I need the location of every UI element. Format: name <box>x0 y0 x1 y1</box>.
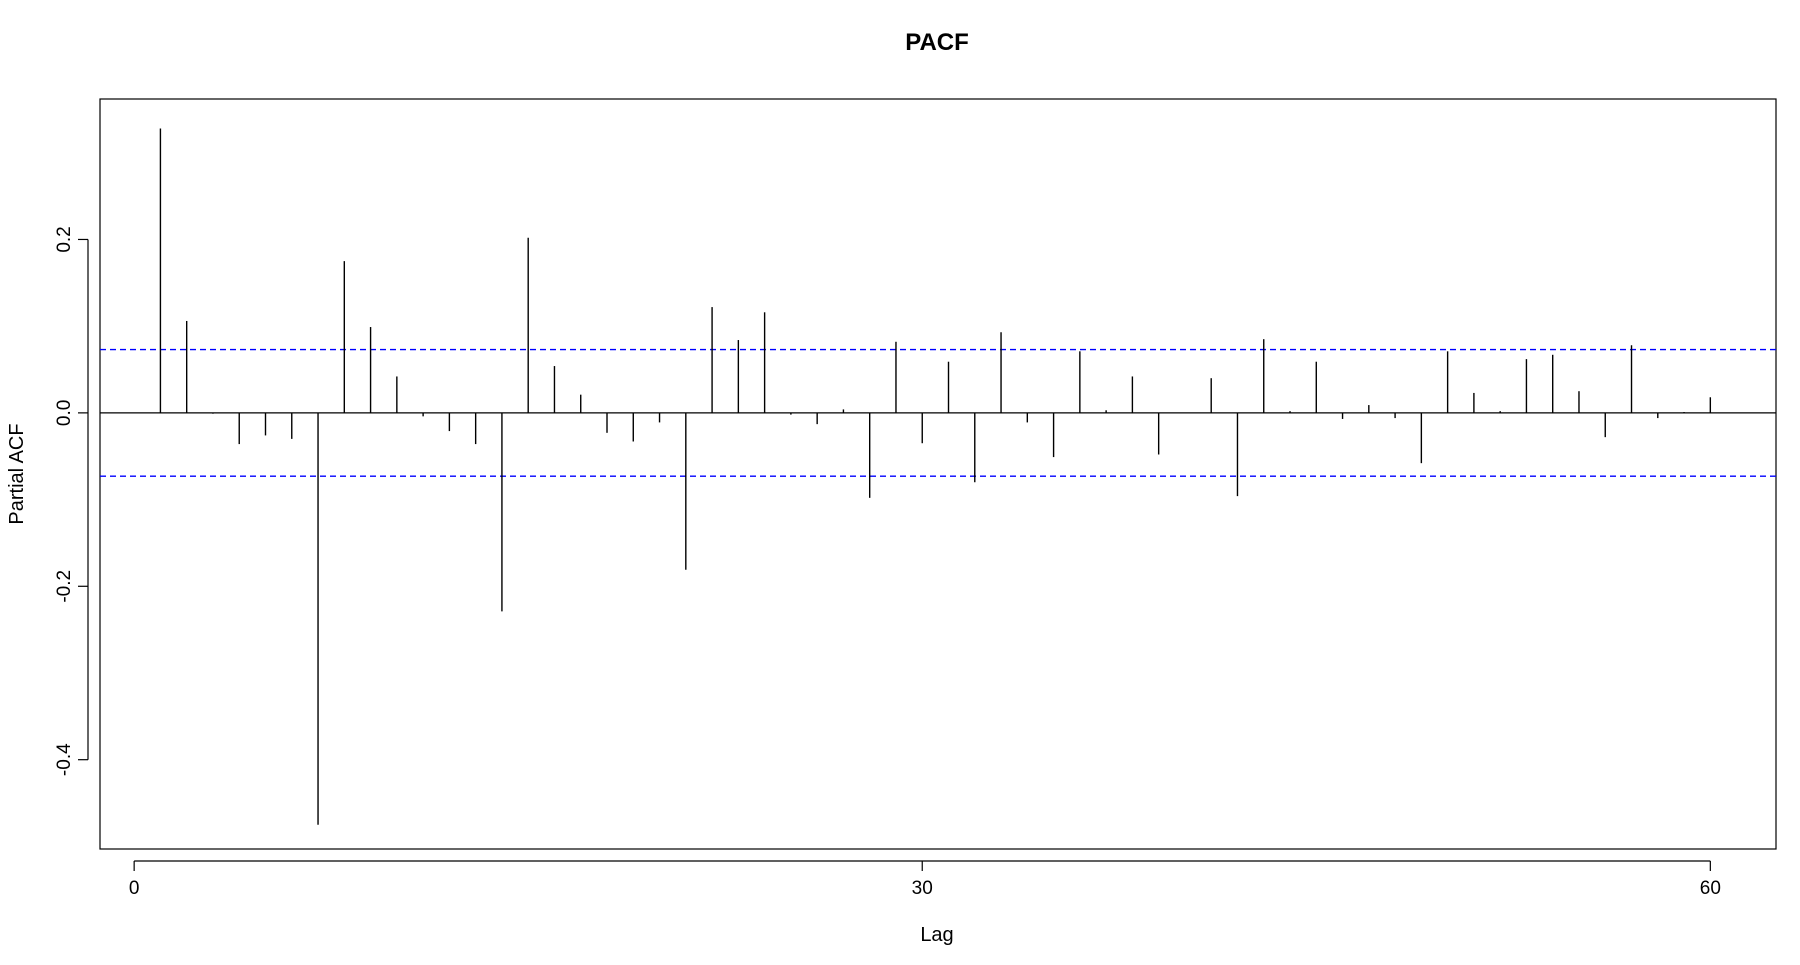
pacf-bars <box>159 128 1712 825</box>
x-axis: 0 30 60 <box>129 860 1721 899</box>
chart-title: PACF <box>905 29 969 56</box>
y-axis: -0.4 -0.2 0.0 0.2 <box>54 226 89 776</box>
y-axis-label: Partial ACF <box>6 423 28 524</box>
x-tick-label: 0 <box>129 878 140 899</box>
x-axis-label: Lag <box>920 924 953 946</box>
x-tick-label: 60 <box>1700 878 1721 899</box>
y-tick-label: -0.2 <box>54 570 75 603</box>
y-tick-label: -0.4 <box>54 743 75 776</box>
y-tick-label: 0.2 <box>54 226 75 252</box>
confidence-bands <box>100 348 1776 477</box>
y-tick-label: 0.0 <box>54 400 75 426</box>
plot-area-frame <box>99 98 1777 850</box>
x-tick-label: 30 <box>912 878 933 899</box>
